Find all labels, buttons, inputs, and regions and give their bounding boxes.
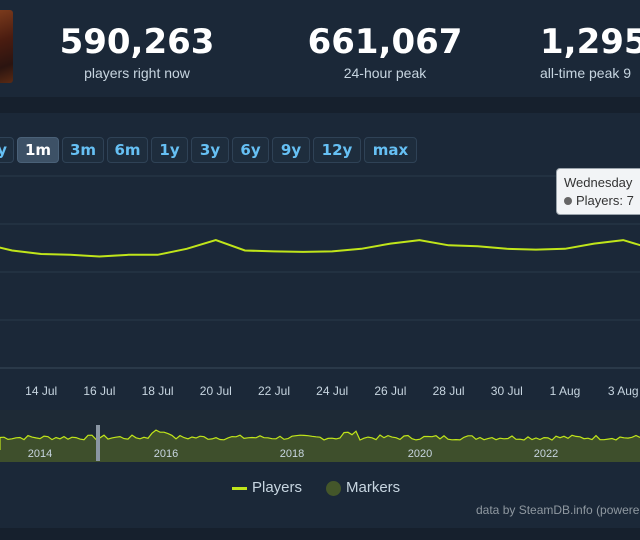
range-6m-button[interactable]: 6m <box>107 137 148 163</box>
current-players-label: players right now <box>84 65 190 81</box>
alltime-peak-label: all-time peak 9 <box>540 65 632 81</box>
navigator-line <box>0 429 640 450</box>
legend-markers[interactable]: Markers <box>326 478 400 498</box>
x-tick-label: 20 Jul <box>200 384 232 398</box>
x-tick-label: 22 Jul <box>258 384 290 398</box>
range-1y-button[interactable]: 1y <box>151 137 188 163</box>
peak24-label: 24-hour peak <box>343 65 427 81</box>
stat-24h-peak: 661,067 24-hour peak <box>300 22 470 82</box>
navigator-year-label: 2020 <box>408 448 432 460</box>
x-tick-label: 18 Jul <box>142 384 174 398</box>
x-tick-label: 14 Jul <box>25 384 57 398</box>
current-players-value: 590,263 <box>59 22 215 62</box>
legend-players[interactable]: Players <box>232 478 302 498</box>
range-1m-button[interactable]: 1m <box>17 137 59 163</box>
legend-players-label: Players <box>252 479 303 496</box>
x-tick-label: 30 Jul <box>491 384 523 398</box>
navigator-year-label: 2014 <box>28 448 52 460</box>
range-7d-button[interactable]: y <box>0 137 14 163</box>
x-tick-label: 1 Aug <box>550 384 581 398</box>
x-tick-label: 24 Jul <box>316 384 348 398</box>
stat-current-players: 590,263 players right now <box>52 22 222 82</box>
stats-bar <box>0 0 640 97</box>
range-max-button[interactable]: max <box>364 137 417 163</box>
range-3m-button[interactable]: 3m <box>62 137 104 163</box>
legend-markers-label: Markers <box>346 479 401 496</box>
range-9y-button[interactable]: 9y <box>272 137 310 163</box>
data-credit[interactable]: data by SteamDB.info (powere <box>476 503 640 517</box>
x-tick-label: 3 Aug <box>608 384 639 398</box>
range-3y-button[interactable]: 3y <box>191 137 229 163</box>
range-6y-button[interactable]: 6y <box>232 137 269 163</box>
dot-swatch-icon <box>326 480 341 496</box>
tooltip-series-row: Players: 7 <box>564 193 640 208</box>
x-tick-label: 26 Jul <box>374 384 406 398</box>
x-tick-label: 28 Jul <box>433 384 465 398</box>
tooltip-title: Wednesday <box>564 175 633 190</box>
stat-alltime-peak: 1,295 all-time peak 9 <box>540 22 640 82</box>
line-swatch-icon <box>232 486 247 490</box>
chart-tooltip: Wednesday Players: 7 <box>556 168 640 215</box>
x-tick-label: 16 Jul <box>83 384 115 398</box>
tooltip-series-value: Players: 7 <box>576 193 634 208</box>
alltime-peak-value: 1,295 <box>540 22 640 62</box>
series-dot-icon <box>564 197 572 205</box>
navigator-year-label: 2022 <box>534 448 558 460</box>
navigator-year-label: 2016 <box>154 448 178 460</box>
game-thumbnail[interactable] <box>0 10 13 83</box>
peak24-value: 661,067 <box>307 22 463 62</box>
navigator-year-label: 2018 <box>280 448 304 460</box>
navigator-handle-icon <box>96 425 100 461</box>
range-12y-button[interactable]: 12y <box>313 137 361 163</box>
players-series-line <box>0 239 640 258</box>
